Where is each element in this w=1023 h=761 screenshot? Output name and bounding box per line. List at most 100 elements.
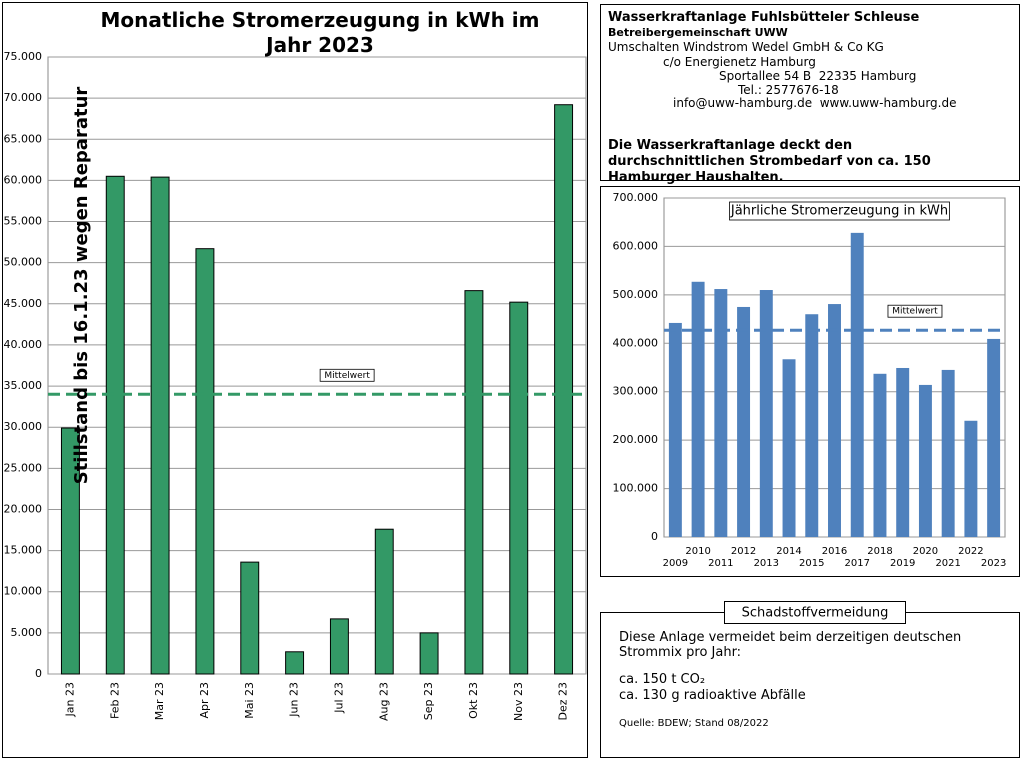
bar: [374, 528, 394, 675]
x-tick-label: 2018: [867, 546, 892, 557]
y-tick-label: 55.000: [4, 215, 43, 228]
info-title: Wasserkraftanlage Fuhlsbütteler Schleuse: [608, 10, 920, 25]
x-tick-label: Dez 23: [557, 682, 570, 721]
bar: [509, 301, 529, 675]
emissions-item: ca. 130 g radioaktive Abfälle: [619, 688, 806, 703]
y-tick-label: 65.000: [4, 132, 43, 145]
chart-title-box: [729, 201, 950, 221]
bar: [987, 338, 1001, 537]
info-statement: Die Wasserkraftanlage deckt den durchsch…: [608, 138, 931, 185]
y-tick-label: 40.000: [4, 338, 43, 351]
x-tick-label: Jun 23: [288, 682, 301, 718]
x-tick-label: Mai 23: [243, 682, 256, 719]
left-panel: [2, 2, 588, 758]
bar: [941, 369, 955, 537]
bar: [60, 427, 80, 675]
bar: [964, 420, 978, 537]
y-tick-label: 30.000: [4, 420, 43, 433]
emissions-item: ca. 150 t CO₂: [619, 672, 706, 687]
x-tick-label: 2009: [663, 558, 688, 569]
x-tick-label: 2023: [981, 558, 1006, 569]
mean-label: Mittelwert: [324, 371, 370, 381]
bar: [329, 618, 349, 675]
emissions-text: Diese Anlage vermeidet beim derzeitigen …: [619, 630, 962, 660]
y-tick-label: 100.000: [613, 482, 659, 495]
y-tick-label: 20.000: [4, 502, 43, 515]
bar: [691, 281, 705, 537]
bar: [782, 359, 796, 537]
x-tick-label: Jan 23: [63, 682, 76, 717]
chart-title: Jährliche Stromerzeugung in kWh: [730, 204, 948, 219]
y-tick-label: 600.000: [613, 239, 659, 252]
y-tick-label: 10.000: [4, 585, 43, 598]
info-panel: [600, 4, 1020, 181]
bar: [805, 314, 819, 537]
x-tick-label: 2021: [935, 558, 960, 569]
x-tick-label: 2020: [913, 546, 938, 557]
annotation: Stillstand bis 16.1.23 wegen Reparatur: [71, 87, 92, 485]
x-tick-label: 2010: [685, 546, 710, 557]
y-tick-label: 200.000: [613, 433, 659, 446]
x-tick-label: Nov 23: [512, 682, 525, 721]
bar: [737, 306, 751, 537]
x-tick-label: 2017: [845, 558, 870, 569]
bar: [554, 104, 574, 675]
y-tick-label: 25.000: [4, 461, 43, 474]
bar: [918, 384, 932, 537]
info-line: info@uww-hamburg.de www.uww-hamburg.de: [673, 96, 957, 110]
x-tick-label: 2013: [754, 558, 779, 569]
y-tick-label: 0: [35, 667, 42, 680]
bar: [419, 632, 439, 675]
y-tick-label: 75.000: [4, 50, 43, 63]
x-tick-label: 2019: [890, 558, 915, 569]
y-tick-label: 300.000: [613, 385, 659, 398]
y-tick-label: 700.000: [613, 191, 659, 204]
x-tick-label: Okt 23: [467, 682, 480, 719]
y-tick-label: 45.000: [4, 297, 43, 310]
bar: [873, 373, 887, 537]
x-tick-label: 2016: [822, 546, 847, 557]
x-tick-label: Sep 23: [422, 682, 435, 720]
bar: [105, 175, 125, 675]
bar: [714, 289, 728, 537]
bar: [285, 651, 305, 675]
bar: [195, 248, 215, 675]
x-tick-label: Apr 23: [198, 682, 211, 719]
emissions-title-box: [724, 601, 906, 624]
y-tick-label: 50.000: [4, 256, 43, 269]
info-line: Tel.: 2577676-18: [738, 83, 839, 97]
x-tick-label: 2011: [708, 558, 733, 569]
x-tick-label: 2014: [776, 546, 801, 557]
bar: [759, 290, 773, 537]
info-line: Sportallee 54 B 22335 Hamburg: [719, 69, 917, 83]
x-tick-label: Aug 23: [377, 682, 390, 721]
y-tick-label: 400.000: [613, 336, 659, 349]
y-tick-label: 5.000: [11, 626, 43, 639]
x-tick-label: 2022: [958, 546, 983, 557]
bar: [150, 176, 170, 675]
info-operator: Betreibergemeinschaft UWW: [608, 26, 788, 39]
bar: [464, 290, 484, 675]
y-tick-label: 60.000: [4, 173, 43, 186]
emissions-source: Quelle: BDEW; Stand 08/2022: [619, 718, 769, 729]
y-tick-label: 500.000: [613, 288, 659, 301]
info-line: c/o Energienetz Hamburg: [663, 55, 816, 69]
x-tick-label: Jul 23: [332, 682, 345, 714]
bar: [850, 232, 864, 537]
info-line: Umschalten Windstrom Wedel GmbH & Co KG: [608, 40, 884, 54]
mean-label-box: [887, 304, 943, 318]
y-tick-label: 70.000: [4, 91, 43, 104]
bar: [668, 322, 682, 537]
bar: [896, 367, 910, 537]
mean-label: Mittelwert: [892, 307, 938, 317]
mean-label-box: [319, 368, 375, 382]
y-tick-label: 15.000: [4, 544, 43, 557]
bar: [828, 304, 841, 537]
x-tick-label: 2012: [731, 546, 756, 557]
plot-area: [47, 56, 587, 675]
chart-title: Monatliche Stromerzeugung in kWh im Jahr…: [100, 8, 540, 57]
yearly-panel: [600, 186, 1020, 577]
x-tick-label: 2015: [799, 558, 824, 569]
